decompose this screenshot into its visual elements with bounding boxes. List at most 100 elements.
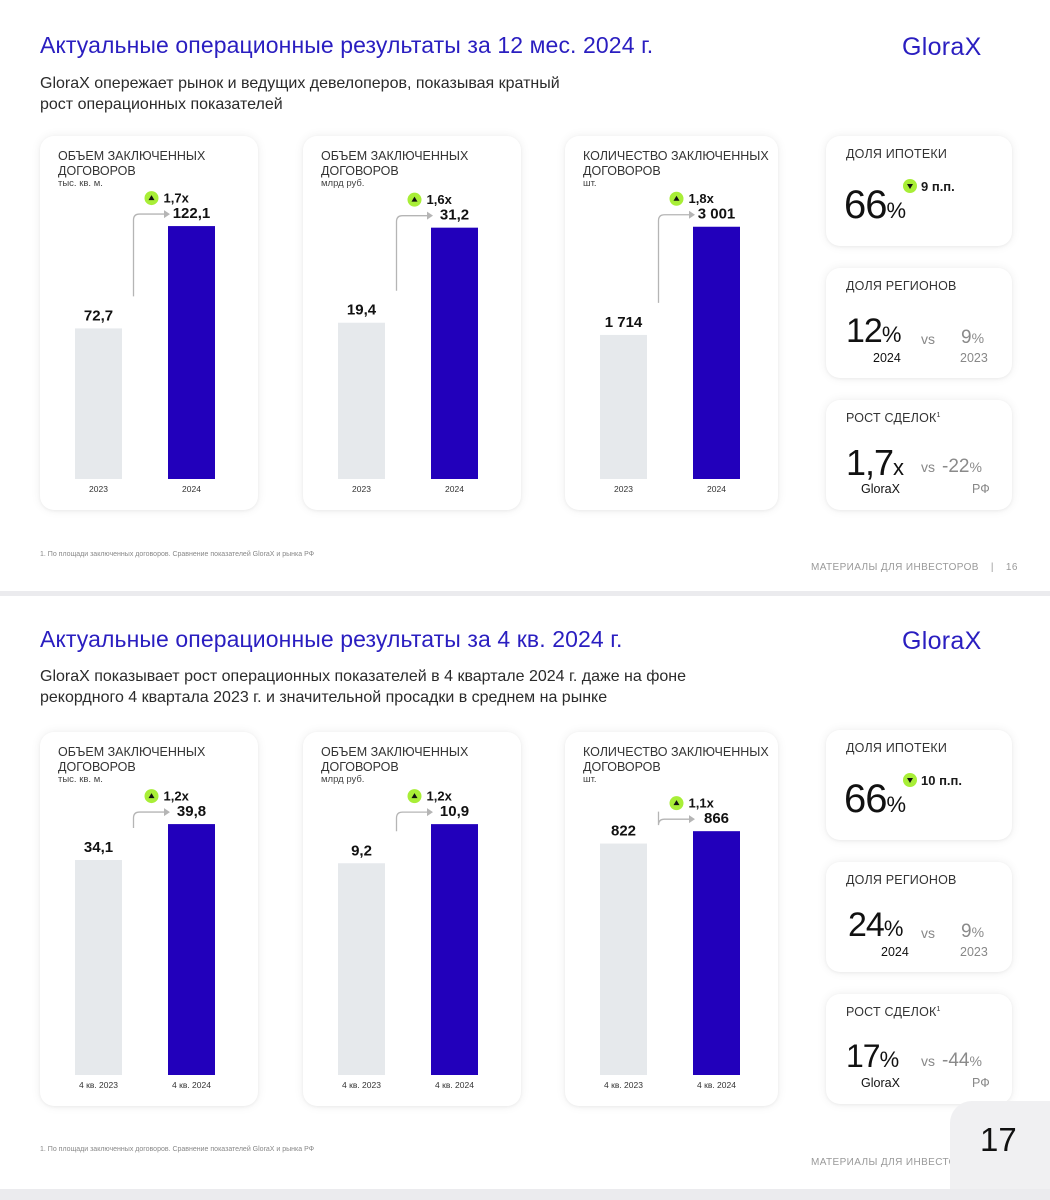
- kpi-regions-share: ДОЛЯ РЕГИОНОВ 12% 2024 vs 9% 2023: [826, 268, 1012, 378]
- kpi-deals-growth: РОСТ СДЕЛОК1 17% GloraX vs -44% РФ: [826, 994, 1012, 1104]
- category-label: 4 кв. 2023: [604, 1080, 643, 1090]
- category-label: 4 кв. 2024: [172, 1080, 211, 1090]
- kpi-compare-caption: РФ: [972, 1076, 990, 1090]
- kpi-compare-year: 2023: [960, 351, 988, 365]
- bar-4-кв.-2024: [168, 824, 215, 1075]
- kpi-value: 1,7x: [846, 442, 905, 483]
- footer: МАТЕРИАЛЫ ДЛЯ ИНВЕСТОР: [811, 1157, 964, 1168]
- growth-arrow-line: [132, 213, 164, 297]
- chart-title: ОБЪЕМ ЗАКЛЮЧЕННЫХ ДОГОВОРОВ: [58, 745, 206, 774]
- chart-unit: шт.: [583, 774, 597, 785]
- bar-chart-area: 34,1 4 кв. 2023 39,8 4 кв. 2024 1,2х: [75, 789, 215, 1090]
- vs-label: vs: [921, 1053, 935, 1069]
- category-label: 2024: [707, 484, 726, 494]
- kpi-label: ДОЛЯ ИПОТЕКИ: [846, 741, 948, 755]
- arrow-down-icon: [903, 179, 917, 193]
- chart-unit: шт.: [583, 178, 597, 189]
- bar-value-label: 72,7: [84, 307, 113, 324]
- kpi-year: 2024: [873, 351, 901, 365]
- growth-arrow-line: [132, 811, 164, 829]
- bar-4-кв.-2024: [431, 824, 478, 1075]
- growth-label: 1,6х: [427, 192, 453, 207]
- kpi-year: 2024: [881, 945, 909, 959]
- arrow-down-icon: [903, 773, 917, 787]
- growth-arrow-line: [657, 811, 689, 826]
- arrow-up-icon: [673, 195, 680, 201]
- vs-label: vs: [921, 459, 935, 475]
- arrow-up-icon: [148, 793, 155, 799]
- slide-subtitle: GloraX опережает рынок и ведущих девелоп…: [40, 73, 800, 115]
- slide-subtitle: GloraX показывает рост операционных пока…: [40, 666, 800, 708]
- kpi-label: ДОЛЯ РЕГИОНОВ: [846, 279, 957, 293]
- page-number: 16: [1005, 562, 1018, 573]
- bar-2023: [75, 328, 122, 479]
- arrow-up-icon: [411, 793, 418, 799]
- chart-unit: тыс. кв. м.: [58, 774, 103, 785]
- bar-value-label: 3 001: [698, 206, 736, 223]
- kpi-label: РОСТ СДЕЛОК1: [846, 1005, 941, 1019]
- growth-label: 1,2х: [427, 789, 453, 804]
- chart-card-area: ОБЪЕМ ЗАКЛЮЧЕННЫХ ДОГОВОРОВ тыс. кв. м. 3…: [40, 732, 258, 1106]
- growth-label: 1,1х: [689, 796, 715, 811]
- growth-arrow-line: [657, 214, 689, 303]
- kpi-value: 24%: [848, 906, 904, 944]
- growth-label: 1,2х: [164, 789, 190, 804]
- chart-title: ОБЪЕМ ЗАКЛЮЧЕННЫХ ДОГОВОРОВ: [321, 745, 469, 774]
- kpi-label: ДОЛЯ ИПОТЕКИ: [846, 147, 948, 161]
- footnote: 1. По площади заключенных договоров. Сра…: [40, 551, 315, 558]
- chart-title: ОБЪЕМ ЗАКЛЮЧЕННЫХ ДОГОВОРОВ: [58, 149, 206, 178]
- bar-2024: [168, 226, 215, 479]
- category-label: 2023: [89, 484, 108, 494]
- kpi-value: 17%: [846, 1038, 900, 1074]
- chart-unit: тыс. кв. м.: [58, 178, 103, 189]
- glorax-logo: GloraX: [902, 627, 982, 656]
- chart-card-count: КОЛИЧЕСТВО ЗАКЛЮЧЕННЫХ ДОГОВОРОВ шт. 1 71…: [565, 136, 778, 510]
- page-number: 17: [980, 1121, 1017, 1158]
- kpi-delta: 9 п.п.: [903, 179, 955, 194]
- bar-chart-count: 822 4 кв. 2023 866 4 кв. 2024 1,1х: [600, 796, 740, 1090]
- kpi-compare-value: -22%: [942, 456, 982, 477]
- arrow-up-icon: [673, 800, 680, 806]
- arrow-up-icon: [411, 196, 418, 202]
- category-label: 2024: [182, 484, 201, 494]
- bar-value-label: 822: [611, 823, 636, 840]
- footer: МАТЕРИАЛЫ ДЛЯ ИНВЕСТОРОВ | 16: [811, 562, 1018, 573]
- kpi-value: 12%: [846, 312, 902, 350]
- bar-4-кв.-2024: [693, 831, 740, 1075]
- bar-4-кв.-2023: [600, 843, 647, 1075]
- category-label: 4 кв. 2023: [342, 1080, 381, 1090]
- category-label: 2024: [445, 484, 464, 494]
- kpi-deals-growth: РОСТ СДЕЛОК1 1,7x GloraX vs -22% РФ: [826, 400, 1012, 510]
- chart-unit: млрд руб.: [321, 178, 365, 189]
- bar-2024: [693, 226, 740, 479]
- bar-chart-money: 9,2 4 кв. 2023 10,9 4 кв. 2024 1,2х: [338, 789, 478, 1090]
- chart-unit: млрд руб.: [321, 774, 365, 785]
- bar-4-кв.-2023: [75, 860, 122, 1075]
- bar-value-label: 1 714: [605, 314, 643, 331]
- growth-arrow-line: [395, 811, 427, 832]
- subtitle-line: рост операционных показателей: [40, 96, 283, 113]
- logo-text: GloraX: [902, 627, 982, 655]
- bar-chart-count: 1 714 2023 3 001 2024 1,8х: [600, 191, 740, 494]
- bar-chart-money: 19,4 2023 31,2 2024 1,6х: [338, 192, 478, 494]
- kpi-compare-value: 9%: [961, 327, 985, 348]
- slide-16: Актуальные операционные результаты за 12…: [0, 0, 1050, 591]
- growth-arrowhead-icon: [427, 808, 433, 817]
- kpi-compare-value: 9%: [961, 921, 985, 942]
- kpi-value: 66%: [844, 183, 907, 227]
- chart-card-money: ОБЪЕМ ЗАКЛЮЧЕННЫХ ДОГОВОРОВ млрд руб. 9,2…: [303, 732, 521, 1106]
- growth-arrowhead-icon: [427, 211, 433, 220]
- subtitle-line: GloraX опережает рынок и ведущих девелоп…: [40, 75, 560, 92]
- kpi-label: ДОЛЯ РЕГИОНОВ: [846, 873, 957, 887]
- category-label: 2023: [352, 484, 371, 494]
- kpi-caption: GloraX: [861, 1076, 900, 1090]
- bar-2024: [431, 227, 478, 479]
- kpi-label: РОСТ СДЕЛОК1: [846, 411, 941, 425]
- growth-arrowhead-icon: [164, 808, 170, 817]
- chart-title: КОЛИЧЕСТВО ЗАКЛЮЧЕННЫХ ДОГОВОРОВ: [583, 149, 769, 178]
- growth-arrowhead-icon: [689, 210, 695, 219]
- chart-card-area: ОБЪЕМ ЗАКЛЮЧЕННЫХ ДОГОВОРОВ тыс. кв. м. 7…: [40, 136, 258, 510]
- category-label: 4 кв. 2024: [697, 1080, 736, 1090]
- slide-title: Актуальные операционные результаты за 12…: [40, 32, 654, 58]
- kpi-mortgage-share: ДОЛЯ ИПОТЕКИ 66% 10 п.п.: [826, 730, 1012, 840]
